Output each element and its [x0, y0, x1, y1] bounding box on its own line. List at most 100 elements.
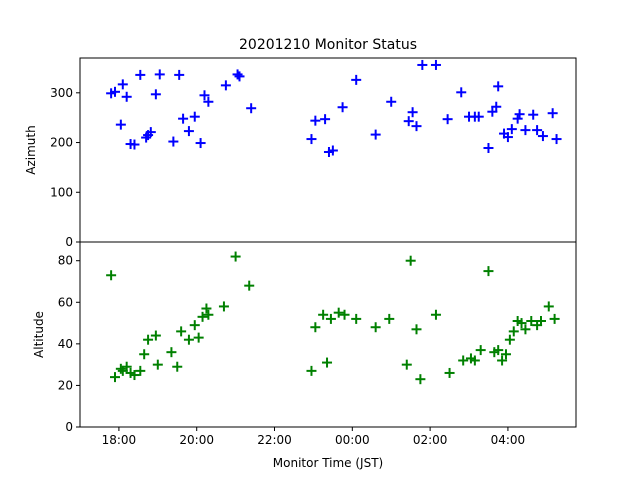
altitude-point: [543, 301, 554, 312]
azimuth-point: [551, 134, 562, 145]
altitude-point: [475, 345, 486, 356]
azimuth-point: [178, 113, 189, 124]
azimuth-y-axis-label: Azimuth: [24, 125, 38, 174]
azimuth-y-tick-label: 300: [50, 86, 73, 100]
altitude-point: [201, 303, 212, 314]
altitude-y-tick-label: 20: [58, 378, 73, 392]
azimuth-point: [203, 96, 214, 107]
altitude-point: [318, 309, 329, 320]
azimuth-point: [528, 109, 539, 120]
altitude-point: [183, 334, 194, 345]
chart-title: 20201210 Monitor Status: [239, 37, 417, 53]
azimuth-point: [110, 86, 121, 97]
altitude-point: [203, 309, 214, 320]
azimuth-point: [154, 69, 165, 80]
altitude-y-tick-label: 0: [65, 420, 73, 434]
azimuth-point: [121, 91, 132, 102]
altitude-point: [189, 320, 200, 331]
altitude-point: [172, 361, 183, 372]
azimuth-point: [168, 136, 179, 147]
altitude-point: [508, 326, 519, 337]
altitude-point: [193, 332, 204, 343]
altitude-point: [333, 307, 344, 318]
altitude-point: [135, 365, 146, 376]
azimuth-point: [532, 125, 543, 136]
azimuth-point: [456, 87, 467, 98]
azimuth-y-tick-label: 200: [50, 136, 73, 150]
azimuth-point: [310, 115, 321, 126]
azimuth-point: [220, 80, 231, 91]
azimuth-y-tick-label: 0: [65, 235, 73, 249]
altitude-point: [110, 372, 121, 383]
x-tick-label: 22:00: [257, 433, 292, 447]
altitude-point: [500, 349, 511, 360]
altitude-y-tick-label: 80: [58, 254, 73, 268]
altitude-point: [411, 324, 422, 335]
altitude-point: [483, 266, 494, 277]
azimuth-point: [537, 131, 548, 142]
x-tick-label: 02:00: [413, 433, 448, 447]
altitude-point: [143, 334, 154, 345]
altitude-point: [176, 326, 187, 337]
azimuth-point: [327, 145, 338, 156]
azimuth-point: [502, 132, 513, 143]
azimuth-point: [514, 109, 525, 120]
altitude-point: [370, 322, 381, 333]
azimuth-point: [195, 138, 206, 149]
altitude-point: [121, 361, 132, 372]
altitude-point: [520, 324, 531, 335]
altitude-point: [401, 359, 412, 370]
altitude-point: [351, 313, 362, 324]
altitude-panel: 0 20 40 60 80 Altitude: [32, 241, 577, 434]
azimuth-point: [135, 69, 146, 80]
altitude-point: [197, 311, 208, 322]
azimuth-point: [129, 139, 140, 150]
altitude-point: [106, 270, 117, 281]
x-tick-label: 04:00: [491, 433, 526, 447]
altitude-axes-frame: [79, 241, 577, 428]
azimuth-point: [145, 127, 156, 138]
x-tick-label: 00:00: [335, 433, 370, 447]
altitude-point: [306, 365, 317, 376]
altitude-point: [458, 355, 469, 366]
azimuth-point: [150, 89, 161, 100]
altitude-point: [325, 313, 336, 324]
azimuth-point: [234, 71, 245, 82]
azimuth-point: [493, 81, 504, 92]
altitude-point: [469, 355, 480, 366]
altitude-point: [139, 349, 150, 360]
azimuth-point: [174, 69, 185, 80]
azimuth-point: [403, 116, 414, 127]
altitude-point: [115, 363, 126, 374]
altitude-point: [493, 345, 504, 356]
x-axis-label: Monitor Time (JST): [273, 456, 383, 470]
altitude-point: [549, 313, 560, 324]
x-tick-label: 20:00: [179, 433, 214, 447]
azimuth-point: [183, 126, 194, 137]
azimuth-point: [115, 119, 126, 130]
azimuth-point: [411, 121, 422, 132]
azimuth-point: [547, 108, 558, 119]
altitude-point: [322, 357, 333, 368]
altitude-point: [384, 313, 395, 324]
altitude-point: [129, 370, 140, 381]
azimuth-point: [232, 69, 243, 80]
altitude-y-tick-label: 60: [58, 295, 73, 309]
altitude-point: [516, 318, 527, 329]
azimuth-y-tick-label: 100: [50, 185, 73, 199]
azimuth-point: [337, 102, 348, 113]
x-axis-ticks: 18:00 20:00 22:00 00:00 02:00 04:00: [102, 427, 526, 447]
altitude-point: [218, 301, 229, 312]
altitude-point: [244, 280, 255, 291]
azimuth-point: [512, 113, 523, 124]
azimuth-point: [407, 107, 418, 118]
azimuth-point: [320, 114, 331, 125]
altitude-point: [497, 355, 508, 366]
azimuth-point: [386, 96, 397, 107]
azimuth-point: [442, 114, 453, 125]
azimuth-point: [189, 111, 200, 122]
altitude-point: [444, 367, 455, 378]
azimuth-point: [506, 124, 517, 135]
